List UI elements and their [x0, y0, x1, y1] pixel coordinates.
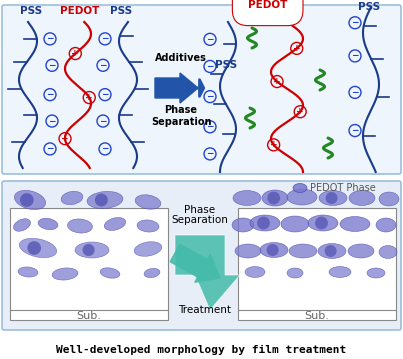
Text: Phase: Phase: [164, 105, 197, 115]
Text: −: −: [46, 34, 54, 43]
Ellipse shape: [68, 219, 92, 233]
Text: Separation: Separation: [172, 215, 229, 225]
Ellipse shape: [260, 242, 288, 257]
Ellipse shape: [232, 218, 254, 232]
Text: −: −: [99, 61, 107, 70]
Text: +: +: [71, 49, 79, 58]
Circle shape: [20, 193, 33, 207]
Text: −: −: [101, 34, 109, 43]
Text: −: −: [351, 51, 359, 60]
Text: PEDOT Phase: PEDOT Phase: [310, 183, 376, 193]
Ellipse shape: [135, 195, 161, 209]
Text: −: −: [351, 126, 359, 135]
Ellipse shape: [87, 191, 123, 209]
Ellipse shape: [75, 242, 109, 258]
Ellipse shape: [349, 191, 375, 205]
Circle shape: [95, 194, 108, 206]
Text: Well-developed morphology by film treatment: Well-developed morphology by film treatm…: [56, 345, 346, 355]
Ellipse shape: [14, 219, 31, 231]
Ellipse shape: [289, 244, 317, 258]
FancyArrow shape: [170, 244, 220, 282]
Text: −: −: [206, 62, 214, 71]
Ellipse shape: [137, 220, 159, 232]
Ellipse shape: [379, 192, 399, 206]
Ellipse shape: [287, 189, 317, 205]
Ellipse shape: [18, 267, 38, 277]
Ellipse shape: [318, 243, 346, 258]
Text: +: +: [273, 77, 281, 86]
Text: −: −: [101, 144, 109, 153]
Circle shape: [267, 244, 278, 256]
Ellipse shape: [235, 244, 261, 258]
Text: Sub.: Sub.: [77, 311, 102, 321]
Ellipse shape: [281, 216, 309, 232]
Text: Treatment: Treatment: [179, 305, 231, 315]
Circle shape: [257, 216, 270, 229]
Ellipse shape: [100, 268, 120, 278]
Text: Additives: Additives: [155, 53, 207, 63]
Circle shape: [315, 216, 328, 229]
Text: −: −: [101, 90, 109, 99]
Ellipse shape: [104, 218, 126, 230]
Ellipse shape: [376, 218, 396, 232]
Text: −: −: [46, 90, 54, 99]
Ellipse shape: [348, 244, 374, 258]
Text: +: +: [296, 107, 304, 116]
Ellipse shape: [379, 246, 397, 258]
FancyBboxPatch shape: [2, 5, 401, 174]
Text: −: −: [46, 144, 54, 153]
Circle shape: [267, 192, 280, 204]
Ellipse shape: [61, 191, 83, 205]
Ellipse shape: [52, 268, 78, 280]
Ellipse shape: [144, 269, 160, 278]
Text: −: −: [99, 117, 107, 126]
Ellipse shape: [329, 266, 351, 278]
Text: Phase: Phase: [185, 205, 216, 215]
Ellipse shape: [15, 190, 46, 210]
Ellipse shape: [319, 191, 347, 205]
Ellipse shape: [250, 215, 280, 231]
Circle shape: [324, 245, 337, 257]
Ellipse shape: [245, 266, 265, 278]
Text: +: +: [85, 93, 93, 102]
Text: Separation: Separation: [151, 117, 211, 127]
Text: +: +: [61, 134, 69, 143]
Bar: [10, 208, 168, 320]
Text: −: −: [206, 122, 214, 131]
Text: PEDOT: PEDOT: [60, 6, 100, 16]
Circle shape: [83, 244, 95, 256]
Text: +: +: [270, 140, 277, 149]
Text: −: −: [206, 149, 214, 158]
Text: −: −: [351, 18, 359, 27]
Text: Sub.: Sub.: [305, 311, 329, 321]
Ellipse shape: [233, 191, 261, 205]
Circle shape: [27, 241, 41, 255]
Text: PEDOT: PEDOT: [248, 0, 287, 10]
Ellipse shape: [287, 268, 303, 278]
Circle shape: [326, 192, 338, 204]
Text: PSS: PSS: [20, 6, 42, 16]
Ellipse shape: [308, 215, 338, 231]
Text: −: −: [206, 35, 214, 44]
Text: PSS: PSS: [358, 2, 380, 12]
Ellipse shape: [19, 238, 57, 258]
Ellipse shape: [38, 218, 58, 230]
FancyArrow shape: [155, 73, 198, 103]
Text: +: +: [293, 44, 301, 53]
FancyBboxPatch shape: [2, 181, 401, 330]
Bar: [238, 208, 396, 320]
Ellipse shape: [134, 242, 162, 256]
Text: PSS: PSS: [110, 6, 132, 16]
Text: −: −: [206, 92, 214, 101]
Ellipse shape: [293, 183, 307, 192]
Polygon shape: [175, 235, 240, 310]
Text: PSS: PSS: [215, 60, 237, 70]
Text: −: −: [351, 88, 359, 97]
Text: −: −: [48, 61, 56, 70]
Ellipse shape: [340, 216, 370, 232]
Ellipse shape: [262, 190, 288, 206]
Ellipse shape: [367, 268, 385, 278]
Text: −: −: [48, 117, 56, 126]
